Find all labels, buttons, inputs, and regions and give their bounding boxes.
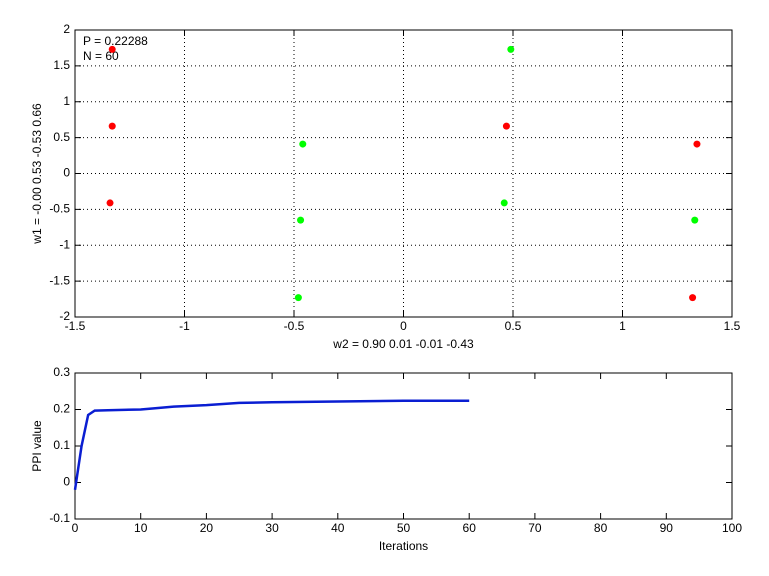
point	[106, 199, 114, 207]
annotation: N = 60	[83, 49, 119, 63]
x-tick-label: 60	[463, 521, 477, 535]
point	[299, 140, 307, 148]
point	[689, 294, 697, 302]
point	[691, 216, 699, 224]
plot-area	[75, 373, 732, 519]
x-tick-label: 100	[722, 521, 742, 535]
y-tick-label: 2	[63, 22, 70, 36]
y-tick-label: 1.5	[53, 58, 70, 72]
y-tick-label: 0.5	[53, 130, 70, 144]
point	[502, 122, 510, 130]
x-tick-label: 0	[400, 319, 407, 333]
x-axis-label: w2 = 0.90 0.01 -0.01 -0.43	[332, 337, 474, 351]
x-tick-label: 10	[134, 521, 148, 535]
line	[73, 399, 470, 490]
y-tick-label: 0.1	[53, 438, 70, 452]
x-tick-label: 90	[660, 521, 674, 535]
x-tick-label: 1	[619, 319, 626, 333]
point	[297, 216, 305, 224]
y-tick-label: -1.5	[49, 273, 70, 287]
point	[500, 199, 508, 207]
x-tick-label: 50	[397, 521, 411, 535]
axes-box	[74, 29, 733, 318]
x-tick-label: 0.5	[505, 319, 522, 333]
point	[108, 122, 116, 130]
point	[507, 45, 515, 53]
point	[108, 45, 116, 53]
y-tick-label: -0.1	[49, 511, 70, 525]
y-axis-label: w1 = -0.00 0.53 -0.53 0.66	[30, 103, 44, 245]
x-tick-label: 20	[200, 521, 214, 535]
y-axis-label: PPI value	[30, 420, 44, 472]
y-tick-label: -1	[59, 237, 70, 251]
y-tick-label: 0.2	[53, 402, 70, 416]
y-tick-label: -0.5	[49, 202, 70, 216]
x-tick-label: 40	[331, 521, 345, 535]
annotation: P = 0.22288	[83, 34, 148, 48]
axes-box	[74, 372, 733, 520]
y-tick-label: 0	[63, 166, 70, 180]
x-tick-label: -1.5	[65, 319, 86, 333]
x-tick-label: 0	[72, 521, 79, 535]
x-tick-label: -1	[179, 319, 190, 333]
point	[294, 294, 302, 302]
y-tick-label: -2	[59, 309, 70, 323]
x-tick-label: 30	[265, 521, 279, 535]
y-tick-label: 0.3	[53, 365, 70, 379]
x-tick-label: -0.5	[284, 319, 305, 333]
x-tick-label: 70	[528, 521, 542, 535]
y-tick-label: 1	[63, 94, 70, 108]
x-tick-label: 1.5	[724, 319, 741, 333]
point	[693, 140, 701, 148]
x-tick-label: 80	[594, 521, 608, 535]
x-axis-label: Iterations	[379, 539, 428, 553]
y-tick-label: 0	[63, 475, 70, 489]
